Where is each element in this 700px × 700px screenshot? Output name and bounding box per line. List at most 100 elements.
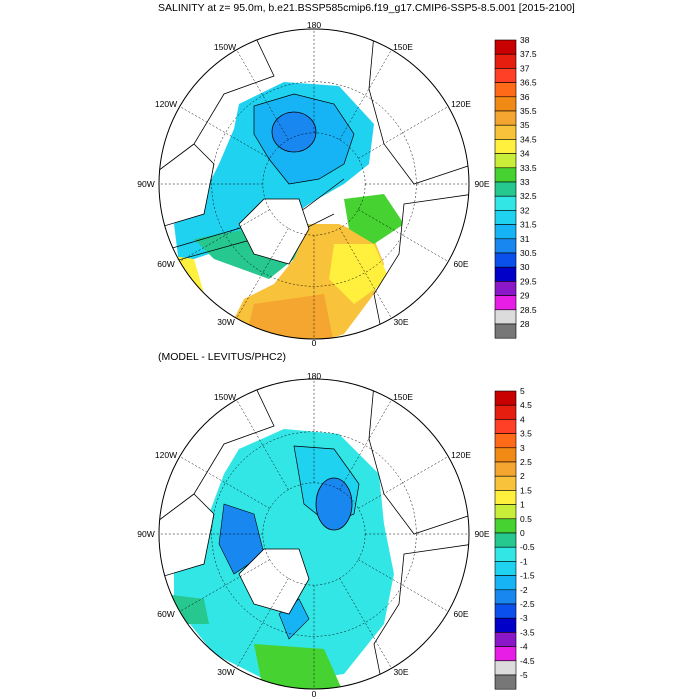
colorbar-label: 33 — [520, 177, 530, 187]
colorbar-swatch — [494, 518, 517, 534]
lon-label-30e: 30E — [393, 667, 409, 677]
colorbar-label: -3 — [520, 613, 528, 623]
colorbar-swatch — [494, 281, 517, 296]
colorbar-swatch — [494, 433, 517, 449]
colorbar-label: 4.5 — [520, 400, 532, 410]
colorbar-swatch — [494, 660, 517, 676]
colorbar-label: 34 — [520, 149, 530, 159]
lon-label-150e: 150E — [393, 42, 413, 52]
lon-label-60e: 60E — [453, 609, 469, 619]
lon-label-30w: 30W — [217, 667, 235, 677]
colorbar-label: -0.5 — [520, 542, 535, 552]
colorbar-swatch — [494, 139, 517, 154]
panel-title-difference: (MODEL - LEVITUS/PHC2) — [158, 351, 286, 363]
colorbar-swatch — [494, 124, 517, 140]
lon-label-90w: 90W — [137, 529, 155, 539]
colorbar-label: 33.5 — [520, 163, 537, 173]
lon-label-90e: 90E — [474, 529, 490, 539]
colorbar-label: 37.5 — [520, 49, 537, 59]
colorbar-swatch — [494, 646, 517, 662]
colorbar-label: -3.5 — [520, 627, 535, 637]
colorbar-swatch — [494, 674, 517, 690]
lon-label-120e: 120E — [451, 450, 471, 460]
colorbar-swatch — [494, 266, 517, 282]
colorbar-label: -5 — [520, 670, 528, 680]
colorbar-swatch — [494, 68, 517, 83]
colorbar-swatch — [494, 404, 517, 420]
colorbar-label: 32 — [520, 205, 530, 215]
colorbar-swatch — [494, 110, 517, 126]
lon-label-90w: 90W — [137, 179, 155, 189]
colorbar-swatch — [494, 561, 517, 576]
colorbar-label: 3 — [520, 443, 525, 453]
colorbar-swatch — [494, 603, 517, 619]
colorbar-label: 2 — [520, 471, 525, 481]
colorbar-swatch — [494, 153, 517, 169]
colorbar-swatch — [494, 475, 517, 491]
lon-label-120w: 120W — [154, 99, 178, 109]
lon-label-180: 180 — [306, 20, 322, 30]
lon-label-150w: 150W — [213, 392, 237, 402]
colorbar-swatch — [494, 96, 517, 112]
colorbar-swatch — [494, 632, 517, 647]
colorbar-swatch — [494, 252, 517, 268]
colorbar-label: 36 — [520, 92, 530, 102]
colorbar-label: 2.5 — [520, 457, 532, 467]
colorbar-label: 1.5 — [520, 485, 532, 495]
difference-map — [158, 378, 470, 690]
panel-title-salinity: SALINITY at z= 95.0m, b.e21.BSSP585cmip6… — [158, 2, 575, 14]
colorbar-label: 35 — [520, 120, 530, 130]
colorbar-label: 4 — [520, 414, 525, 424]
colorbar-swatch — [494, 461, 517, 477]
colorbar-label: 3.5 — [520, 429, 532, 439]
colorbar-label: 5 — [520, 386, 525, 396]
colorbar-swatch — [494, 447, 517, 463]
colorbar-swatch — [494, 195, 517, 211]
lon-label-150w: 150W — [213, 42, 237, 52]
lon-label-0: 0 — [311, 689, 317, 699]
lon-label-60w: 60W — [157, 609, 175, 619]
lon-label-90e: 90E — [474, 179, 490, 189]
colorbar-label: 31.5 — [520, 220, 537, 230]
colorbar-label: 30.5 — [520, 248, 537, 258]
colorbar-label: 30 — [520, 262, 530, 272]
colorbar-swatch — [494, 589, 517, 605]
lon-label-60w: 60W — [157, 259, 175, 269]
colorbar-label: 37 — [520, 63, 530, 73]
colorbar-label: -2.5 — [520, 599, 535, 609]
colorbar-swatch — [494, 419, 517, 434]
colorbar-label: 1 — [520, 500, 525, 510]
colorbar-label: -4.5 — [520, 656, 535, 666]
colorbar-label: -2 — [520, 585, 528, 595]
salinity-map — [158, 28, 470, 340]
colorbar-swatch — [494, 490, 517, 505]
lon-label-120w: 120W — [154, 450, 178, 460]
colorbar-label: 28 — [520, 319, 530, 329]
lon-label-0: 0 — [311, 338, 317, 348]
colorbar-swatch — [494, 309, 517, 325]
lon-label-60e: 60E — [453, 259, 469, 269]
colorbar-label: 38 — [520, 35, 530, 45]
colorbar-label: 32.5 — [520, 191, 537, 201]
colorbar-label: 0 — [520, 528, 525, 538]
colorbar-swatch — [494, 39, 517, 55]
colorbar-swatch — [494, 323, 517, 339]
colorbar-swatch — [494, 238, 517, 254]
colorbar-label: 35.5 — [520, 106, 537, 116]
colorbar-label: -1 — [520, 556, 528, 566]
lon-label-120e: 120E — [451, 99, 471, 109]
colorbar-swatch — [494, 53, 517, 69]
lon-label-30w: 30W — [217, 317, 235, 327]
colorbar-swatch — [494, 224, 517, 240]
colorbar-label: 28.5 — [520, 305, 537, 315]
colorbar-swatch — [494, 167, 517, 183]
colorbar-swatch — [494, 504, 517, 520]
lon-label-150e: 150E — [393, 392, 413, 402]
colorbar-label: -4 — [520, 642, 528, 652]
colorbar-swatch — [494, 617, 517, 633]
colorbar-label: 31 — [520, 234, 530, 244]
colorbar-label: 29 — [520, 291, 530, 301]
colorbar-swatch — [494, 181, 517, 197]
